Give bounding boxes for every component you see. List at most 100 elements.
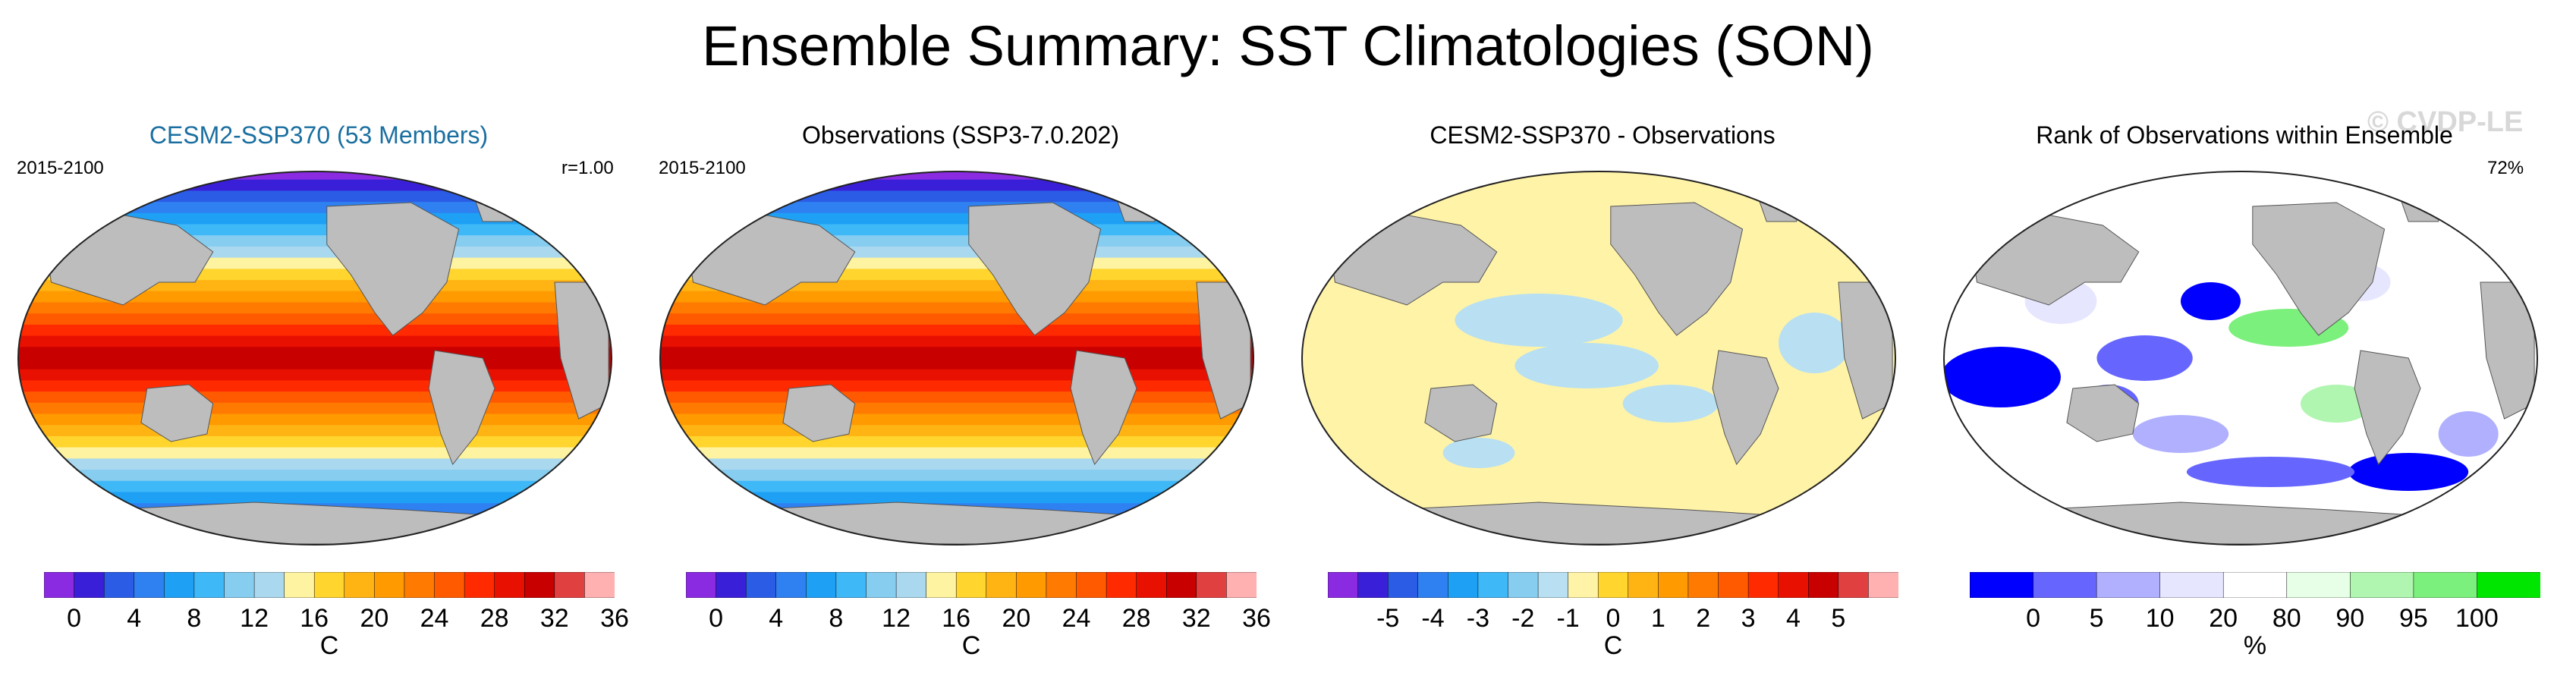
sst-band: [660, 347, 1253, 359]
colorbar-swatch: [2222, 572, 2288, 598]
colorbar-tick-label: 80: [2272, 604, 2301, 633]
colorbar-swatch: [1016, 572, 1047, 598]
rank-region: [2438, 411, 2499, 457]
watermark: © CVDP-LE: [2367, 106, 2524, 138]
colorbar-swatch: [554, 572, 586, 598]
land-mass: [782, 384, 856, 442]
sst-band: [660, 358, 1253, 370]
colorbar-tick-label: 32: [539, 604, 569, 633]
sst-band: [660, 413, 1253, 426]
colorbar-swatch: [1868, 572, 1898, 598]
colorbar: [1970, 572, 2540, 598]
colorbar-swatch: [1106, 572, 1137, 598]
colorbar-swatch: [1808, 572, 1839, 598]
stat-label: 72%: [2487, 158, 2524, 178]
sst-band: [660, 480, 1253, 493]
land-mass: [140, 384, 214, 442]
colorbar-swatch: [313, 572, 345, 598]
sst-band: [660, 458, 1253, 471]
colorbar-tick-label: 4: [1786, 604, 1801, 633]
colorbar-swatch: [2350, 572, 2414, 598]
colorbar-swatch: [1166, 572, 1197, 598]
sst-band: [660, 324, 1253, 337]
sst-band: [18, 313, 612, 325]
land-mass: [2252, 202, 2386, 336]
map-outline: [1943, 171, 2538, 546]
period-label: 2015-2100: [17, 158, 104, 178]
colorbar-swatch: [895, 572, 927, 598]
panel-title: Rank of Observations within Ensemble: [2036, 121, 2453, 149]
sst-band: [660, 470, 1253, 482]
colorbar-tick-label: 2: [1696, 604, 1711, 633]
sst-band: [660, 302, 1253, 315]
colorbar-swatch: [193, 572, 225, 598]
sst-band: [18, 358, 612, 370]
colorbar-swatch: [1076, 572, 1107, 598]
colorbar-swatch: [1718, 572, 1749, 598]
map-panel: [17, 171, 612, 546]
land-mass: [2066, 384, 2140, 442]
sst-band: [18, 291, 612, 303]
colorbar-unit: C: [1603, 631, 1623, 660]
period-label: 2015-2100: [659, 158, 746, 178]
colorbar-swatch: [835, 572, 867, 598]
sst-band: [18, 435, 612, 448]
land-mass: [2354, 350, 2421, 465]
colorbar-tick-label: 8: [187, 604, 202, 633]
colorbar-tick-label: 16: [300, 604, 329, 633]
colorbar-swatch: [253, 572, 285, 598]
colorbar-swatch: [1328, 572, 1359, 598]
colorbar-swatch: [464, 572, 495, 598]
colorbar-tick-label: -5: [1376, 604, 1400, 633]
map-panel: [659, 171, 1254, 546]
sst-band: [18, 480, 612, 493]
colorbar-swatch: [1537, 572, 1569, 598]
colorbar-tick-label: 0: [1606, 604, 1621, 633]
sst-band: [18, 171, 612, 181]
colorbar-tick-label: 16: [942, 604, 971, 633]
colorbar-swatch: [2286, 572, 2351, 598]
colorbar-swatch: [103, 572, 135, 598]
colorbar-tick-label: 10: [2145, 604, 2175, 633]
sst-band: [660, 402, 1253, 415]
colorbar-swatch: [404, 572, 436, 598]
colorbar-swatch: [44, 572, 75, 598]
colorbar-swatch: [344, 572, 376, 598]
land-mass: [1070, 350, 1137, 465]
panel-title: CESM2-SSP370 - Observations: [1430, 121, 1776, 149]
sst-band: [660, 313, 1253, 325]
colorbar-tick-label: -1: [1556, 604, 1580, 633]
colorbar-tick-label: 95: [2398, 604, 2428, 633]
colorbar-swatch: [1687, 572, 1719, 598]
rank-region: [2186, 457, 2355, 487]
colorbar-tick-label: 36: [600, 604, 629, 633]
colorbar-swatch: [806, 572, 837, 598]
colorbar-tick-label: 12: [882, 604, 911, 633]
panel-title: CESM2-SSP370 (53 Members): [149, 121, 489, 149]
sst-band: [18, 391, 612, 404]
colorbar-swatch: [926, 572, 957, 598]
stat-label: r=1.00: [561, 158, 614, 178]
land-mass: [1712, 350, 1779, 465]
sst-band: [660, 369, 1253, 382]
sst-band: [18, 369, 612, 382]
sst-band: [660, 190, 1253, 203]
sst-band: [18, 335, 612, 348]
sst-band: [660, 435, 1253, 448]
sst-band: [18, 347, 612, 359]
colorbar-swatch: [986, 572, 1018, 598]
colorbar-swatch: [494, 572, 526, 598]
colorbar-swatch: [686, 572, 717, 598]
colorbar-tick-label: -4: [1421, 604, 1445, 633]
colorbar-swatch: [1508, 572, 1539, 598]
sst-band: [660, 380, 1253, 393]
sst-band: [660, 280, 1253, 292]
rank-region: [2132, 415, 2229, 453]
sst-band: [660, 492, 1253, 505]
colorbar-tick-label: 28: [1121, 604, 1151, 633]
colorbar-swatch: [2413, 572, 2478, 598]
colorbar-swatch: [434, 572, 465, 598]
colorbar-tick-label: 8: [829, 604, 844, 633]
colorbar-tick-label: 0: [2026, 604, 2041, 633]
colorbar-swatch: [1226, 572, 1257, 598]
